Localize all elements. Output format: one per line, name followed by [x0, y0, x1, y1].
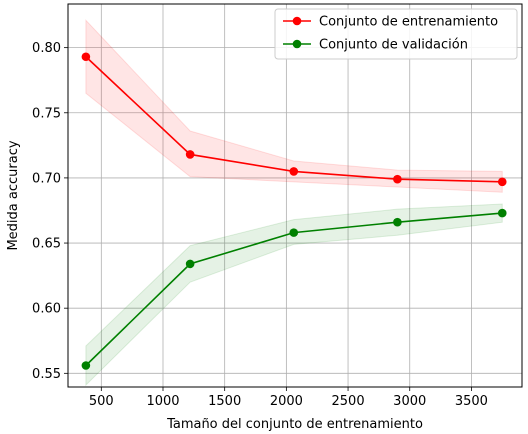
- y-tick-label: 0.60: [32, 302, 61, 317]
- y-tick-label: 0.55: [32, 367, 61, 382]
- x-tick-label: 3500: [455, 394, 488, 409]
- data-point: [81, 361, 91, 370]
- y-tick-label: 0.75: [32, 106, 61, 121]
- plot-area-frame: [67, 3, 523, 388]
- data-point: [289, 228, 299, 237]
- data-point: [393, 217, 402, 227]
- confidence-band-2: [85, 203, 503, 387]
- legend-box: [274, 8, 518, 60]
- legend-label: Conjunto de validación: [319, 38, 468, 53]
- y-axis-ticks: 0.55 0.60 0.65 0.70 0.75 0.80: [32, 41, 68, 382]
- x-tick-label: 2500: [332, 394, 365, 409]
- y-tick-label: 0.70: [32, 171, 61, 186]
- data-point: [289, 167, 299, 176]
- y-tick-label: 0.65: [32, 237, 61, 252]
- legend-marker-swatch: [292, 39, 302, 49]
- data-point: [393, 174, 402, 184]
- x-axis-ticks: 500 1000 1500 2000 2500 3000 3500: [89, 387, 488, 409]
- y-axis-label: Medida accuracy: [6, 140, 21, 250]
- data-point: [497, 208, 507, 218]
- legend: Conjunto de entrenamiento Conjunto de val…: [274, 8, 518, 60]
- x-tick-label: 2000: [270, 394, 303, 409]
- legend-label: Conjunto de entrenamiento: [319, 15, 498, 30]
- data-point: [497, 177, 507, 187]
- series-markers: [81, 52, 507, 370]
- data-point: [185, 150, 195, 159]
- confidence-bands: [85, 19, 503, 387]
- y-tick-label: 0.80: [32, 41, 61, 56]
- x-tick-label: 500: [89, 394, 114, 409]
- confidence-band-1: [85, 19, 503, 193]
- x-tick-label: 1000: [146, 394, 179, 409]
- x-axis-label: Tamaño del conjunto de entrenamiento: [166, 417, 423, 432]
- x-tick-label: 3000: [393, 394, 426, 409]
- x-tick-label: 1500: [208, 394, 241, 409]
- data-point: [185, 259, 195, 269]
- legend-marker-swatch: [292, 16, 302, 26]
- data-point: [81, 52, 91, 62]
